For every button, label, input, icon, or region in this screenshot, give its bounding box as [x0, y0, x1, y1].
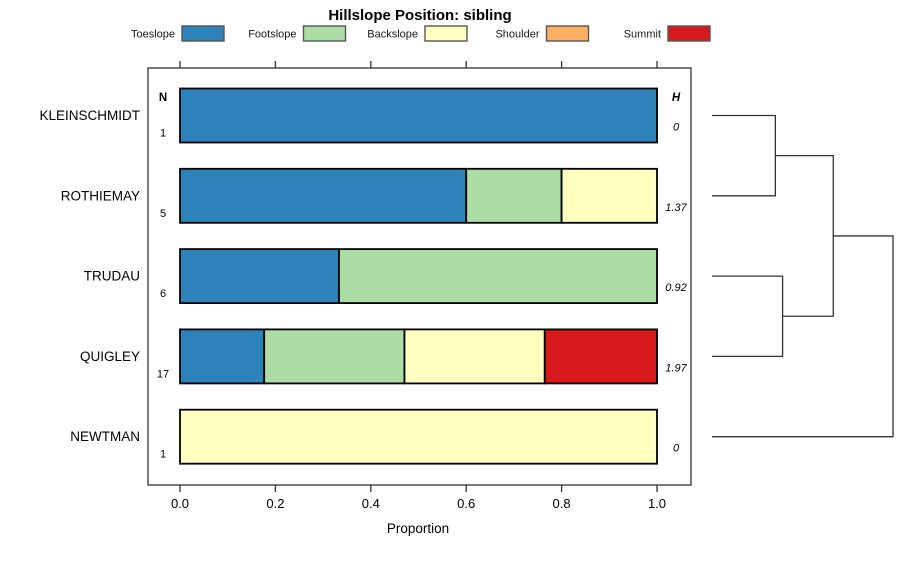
h-values: 0 1.37 0.92 1.97 0	[665, 122, 687, 455]
dendrogram-link-join1	[712, 275, 784, 358]
bar-segment-quigley-footslope	[263, 328, 406, 385]
x-tick-label: 0.2	[266, 496, 284, 511]
legend-entry-toeslope: Toeslope	[131, 25, 225, 42]
legend-swatch-shoulder	[545, 25, 590, 42]
legend-label-summit: Summit	[624, 29, 661, 41]
dendrogram-link-join3	[712, 235, 894, 438]
row-label-kleinschmidt: KLEINSCHMIDT	[39, 108, 140, 123]
legend-entry-footslope: Footslope	[248, 25, 347, 42]
legend-entry-summit: Summit	[624, 25, 711, 42]
h-column-header: H	[672, 92, 681, 104]
site-labels: KLEINSCHMIDT ROTHIEMAY TRUDAU QUIGLEY NEWTMA…	[39, 108, 140, 444]
legend-swatch-footslope	[302, 25, 347, 42]
n-value-rothiemay: 5	[160, 208, 166, 220]
legend-swatch-backslope	[424, 25, 468, 42]
row-label-rothiemay: ROTHIEMAY	[61, 188, 140, 203]
legend-swatch-summit	[667, 25, 711, 42]
row-label-trudau: TRUDAU	[84, 269, 140, 284]
plot-box	[147, 67, 692, 486]
bar-segment-rothiemay-toeslope	[179, 167, 468, 224]
legend-swatch-toeslope	[181, 25, 225, 42]
n-value-quigley: 17	[157, 368, 169, 380]
h-value-quigley: 1.97	[665, 362, 687, 374]
x-tick-label: 0.6	[457, 496, 475, 511]
legend-label-footslope: Footslope	[248, 29, 296, 41]
x-tick-label: 0.0	[171, 496, 189, 511]
bar-segment-newtman-backslope	[179, 408, 658, 465]
row-label-quigley: QUIGLEY	[80, 349, 140, 364]
bar-segment-quigley-backslope	[403, 328, 546, 385]
x-axis: 0.0 0.2 0.4 0.6 0.8 1.0	[171, 61, 666, 511]
bar-segment-rothiemay-footslope	[465, 167, 563, 224]
bar-segment-quigley-summit	[543, 328, 658, 385]
bar-segment-trudau-toeslope	[179, 248, 340, 305]
n-value-trudau: 6	[160, 288, 166, 300]
legend-label-toeslope: Toeslope	[131, 29, 175, 41]
h-value-kleinschmidt: 0	[673, 122, 680, 134]
x-tick-label: 0.8	[553, 496, 571, 511]
bar-segment-kleinschmidt-toeslope	[179, 87, 658, 144]
legend: Toeslope Footslope Backslope Shoulder Summit	[131, 25, 711, 42]
x-tick-label: 0.4	[362, 496, 380, 511]
bars-group	[179, 87, 658, 465]
h-value-trudau: 0.92	[665, 282, 686, 294]
dendrogram-link-join0	[712, 114, 776, 197]
h-value-rothiemay: 1.37	[665, 202, 687, 214]
dendrogram-link-join2	[775, 155, 834, 317]
legend-label-backslope: Backslope	[367, 29, 418, 41]
bar-segment-trudau-footslope	[338, 248, 658, 305]
legend-entry-backslope: Backslope	[367, 25, 468, 42]
dendrogram	[712, 114, 894, 438]
x-tick-label: 1.0	[648, 496, 666, 511]
legend-label-shoulder: Shoulder	[495, 29, 539, 41]
legend-entry-shoulder: Shoulder	[495, 25, 590, 42]
n-value-kleinschmidt: 1	[160, 128, 166, 140]
x-axis-title: Proportion	[387, 521, 449, 536]
n-value-newtman: 1	[160, 449, 166, 461]
n-column-header: N	[159, 92, 167, 104]
bar-segment-quigley-toeslope	[179, 328, 266, 385]
chart-title: Hillslope Position: sibling	[328, 7, 511, 24]
h-value-newtman: 0	[673, 443, 680, 455]
row-label-newtman: NEWTMAN	[70, 429, 140, 444]
bar-segment-rothiemay-backslope	[560, 167, 658, 224]
n-values: 1 5 6 17 1	[157, 128, 169, 461]
